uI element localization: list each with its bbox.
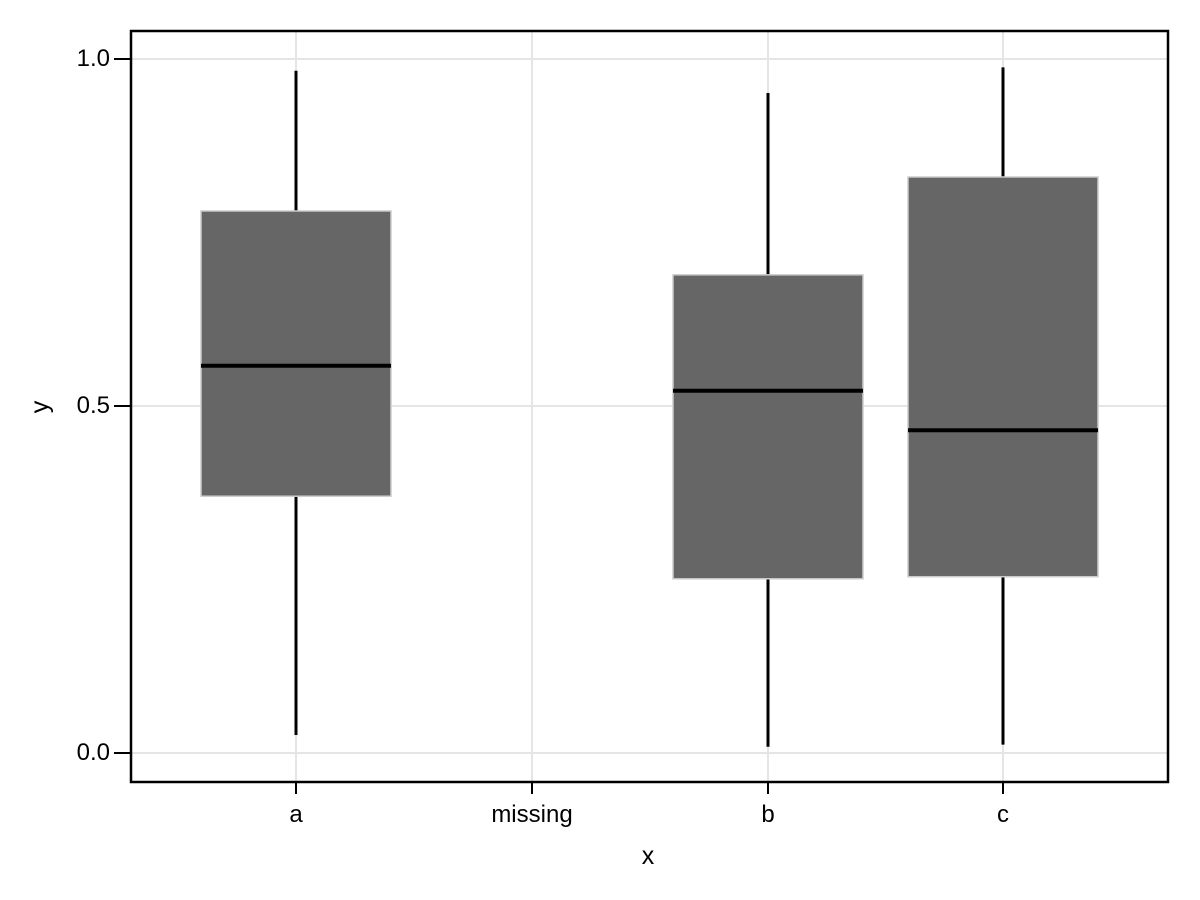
box-rect bbox=[672, 274, 864, 580]
x-tick-label-a: a bbox=[289, 801, 303, 828]
y-axis-title: y bbox=[26, 400, 54, 414]
box-rect bbox=[907, 176, 1099, 578]
y-tick-label-0.0: 0.0 bbox=[76, 739, 110, 766]
x-tick-label-missing: missing bbox=[491, 801, 573, 828]
x-axis-title: x bbox=[641, 842, 655, 870]
x-tick-label-c: c bbox=[997, 801, 1009, 828]
x-tick-label-b: b bbox=[761, 801, 775, 828]
y-tick-label-0.5: 0.5 bbox=[76, 392, 110, 419]
y-tick-label-1.0: 1.0 bbox=[76, 45, 110, 72]
box-rect bbox=[200, 210, 392, 497]
